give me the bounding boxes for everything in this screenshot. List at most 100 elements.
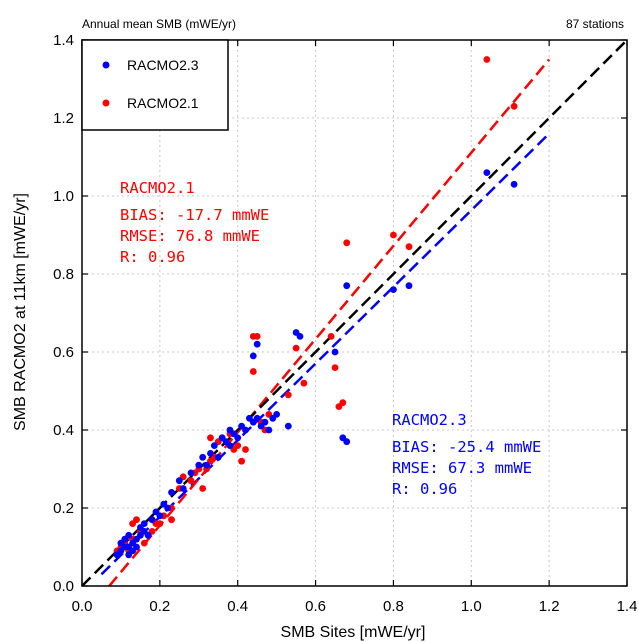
point-racmo21 — [405, 243, 413, 251]
point-racmo23 — [175, 477, 183, 485]
point-racmo23 — [144, 531, 152, 539]
point-racmo23 — [148, 516, 156, 524]
point-racmo21 — [327, 333, 335, 340]
stats-racmo21-name: RACMO2.1 — [120, 179, 195, 197]
y-tick-label: 0.6 — [53, 344, 74, 361]
point-racmo23 — [195, 461, 203, 469]
point-racmo21 — [168, 516, 175, 524]
legend-marker-racmo23 — [102, 61, 110, 69]
point-racmo23 — [249, 352, 257, 360]
legend-box — [81, 39, 229, 131]
stats-racmo21-r: R: 0.96 — [120, 248, 185, 266]
point-racmo23 — [273, 411, 281, 418]
y-tick-label: 0.0 — [53, 578, 74, 595]
stations-count: 87 stations — [566, 17, 624, 31]
stats-racmo21: RACMO2.1 BIAS: -17.7 mmWE RMSE: 76.8 mmW… — [120, 179, 269, 266]
y-tick-label: 0.8 — [53, 266, 74, 283]
point-racmo23 — [510, 180, 518, 188]
point-racmo23 — [214, 453, 222, 461]
x-tick-label: 0.6 — [305, 598, 326, 615]
point-racmo23 — [164, 504, 172, 512]
point-racmo21 — [483, 56, 491, 63]
stats-racmo23: RACMO2.3 BIAS: -25.4 mmWE RMSE: 67.3 mmW… — [392, 411, 541, 498]
axes: 0.0 0.2 0.4 0.6 0.8 1.0 1.2 1.4 0.0 0.2 0.4 0.6 0.8 1… — [53, 32, 637, 615]
point-racmo23 — [265, 426, 273, 434]
stats-racmo23-bias: BIAS: -25.4 mmWE — [392, 438, 541, 456]
x-tick-label: 1.2 — [539, 598, 560, 615]
legend: RACMO2.3 RACMO2.1 — [81, 39, 229, 131]
x-axis-title: SMB Sites [mWE/yr] — [281, 624, 426, 641]
point-racmo23 — [140, 520, 148, 527]
y-axis-title: SMB RACMO2 at 11km [mWE/yr] — [12, 193, 29, 431]
x-tick-label: 0.8 — [383, 598, 404, 615]
point-racmo21 — [140, 539, 148, 547]
point-racmo21 — [284, 391, 292, 399]
point-racmo23 — [253, 340, 261, 348]
point-racmo23 — [125, 531, 133, 539]
y-tick-label: 0.2 — [53, 500, 74, 517]
stats-racmo23-r: R: 0.96 — [392, 480, 457, 498]
point-racmo23 — [207, 450, 214, 457]
point-racmo23 — [242, 426, 249, 434]
point-racmo23 — [187, 469, 195, 477]
point-racmo23 — [253, 414, 261, 422]
point-racmo21 — [292, 344, 300, 352]
legend-label-racmo23: RACMO2.3 — [127, 57, 199, 73]
point-racmo23 — [390, 286, 397, 293]
stats-racmo21-bias: BIAS: -17.7 mmWE — [120, 206, 269, 224]
point-racmo21 — [339, 399, 347, 407]
point-racmo21 — [249, 368, 257, 375]
point-racmo23 — [261, 418, 269, 426]
point-racmo23 — [405, 282, 413, 290]
chart-title: Annual mean SMB (mWE/yr) — [82, 17, 236, 31]
point-racmo23 — [343, 438, 351, 446]
point-racmo23 — [203, 461, 210, 469]
point-racmo23 — [343, 282, 351, 290]
point-racmo21 — [207, 434, 214, 442]
y-tick-label: 1.2 — [53, 110, 74, 127]
x-tick-label: 1.0 — [461, 598, 482, 615]
point-racmo23 — [234, 434, 242, 442]
point-racmo21 — [242, 446, 249, 453]
point-racmo23 — [156, 512, 164, 520]
x-tick-label: 0.4 — [227, 598, 248, 615]
point-racmo21 — [253, 333, 261, 340]
point-racmo23 — [296, 333, 304, 340]
x-tick-label: 0.0 — [72, 598, 93, 615]
plot-frame — [81, 39, 628, 587]
point-racmo21 — [300, 379, 308, 387]
point-racmo21 — [234, 442, 242, 449]
point-racmo23 — [284, 422, 292, 430]
point-racmo23 — [483, 169, 491, 177]
stats-racmo23-rmse: RMSE: 67.3 mmWE — [392, 459, 532, 477]
fit-line-racmo23 — [100, 132, 551, 576]
point-racmo21 — [331, 364, 339, 371]
legend-label-racmo21: RACMO2.1 — [127, 95, 199, 111]
y-tick-label: 1.0 — [53, 188, 74, 205]
x-tick-label: 0.2 — [149, 598, 170, 615]
point-racmo23 — [331, 348, 339, 356]
point-racmo21 — [238, 457, 246, 465]
point-racmo23 — [199, 453, 207, 461]
point-racmo21 — [199, 485, 207, 492]
y-tick-label: 1.4 — [53, 32, 74, 49]
x-tick-label: 1.4 — [617, 598, 638, 615]
point-racmo21 — [187, 477, 195, 485]
y-tick-label: 0.4 — [53, 422, 74, 439]
point-racmo21 — [133, 516, 140, 524]
point-racmo23 — [210, 442, 218, 449]
fit-line-racmo21 — [108, 58, 551, 587]
data-points — [113, 56, 518, 559]
point-racmo23 — [179, 485, 187, 492]
point-racmo23 — [133, 543, 140, 551]
stats-racmo21-rmse: RMSE: 76.8 mmWE — [120, 227, 260, 245]
point-racmo21 — [510, 102, 518, 110]
point-racmo21 — [343, 239, 351, 247]
point-racmo21 — [390, 231, 397, 239]
stats-racmo23-name: RACMO2.3 — [392, 411, 467, 429]
legend-marker-racmo21 — [102, 99, 110, 107]
point-racmo23 — [168, 489, 175, 496]
point-racmo21 — [156, 520, 164, 527]
point-racmo23 — [226, 442, 234, 449]
